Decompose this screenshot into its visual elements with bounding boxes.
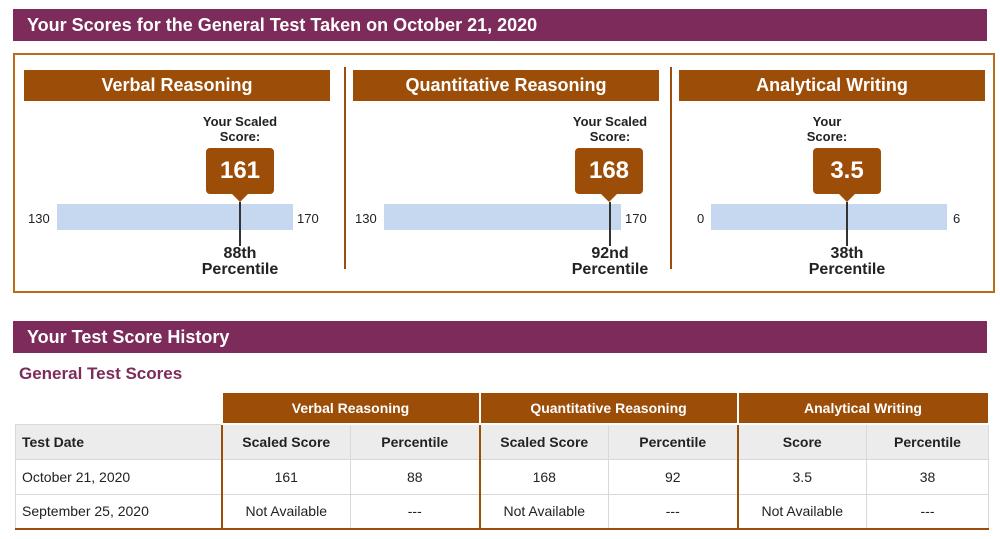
score-history-banner: Your Test Score History [13,321,987,353]
percentile-word: Percentile [808,261,886,278]
range-min: 0 [697,211,705,226]
history-title: Your Test Score History [27,327,230,347]
quantitative-score-panel: Quantitative Reasoning Your Scaled Score… [353,70,659,278]
writing-percentile-cell: --- [866,493,989,530]
score-marker [609,202,611,246]
column-header: Scaled Score [478,423,609,460]
range-max: 6 [953,211,961,226]
panel-header: Quantitative Reasoning [353,70,659,101]
range-max: 170 [297,211,319,226]
score-marker [846,202,848,246]
group-header-analytical: Analytical Writing [736,391,990,425]
scores-summary-box: Verbal Reasoning Your Scaled Score: 161 … [13,53,995,293]
score-value: 161 [206,148,274,202]
quant-percentile-cell: --- [608,493,738,530]
range-min: 130 [28,211,50,226]
percentile-text: 88th Percentile [185,246,295,278]
scaled-score-label: Your Scaled Score: [202,114,278,144]
score-history-table: Verbal Reasoning Quantitative Reasoning … [15,391,990,530]
scaled-score-label: Your Score: [806,114,848,144]
verbal-percentile-cell: 88 [350,458,480,495]
panel-header: Analytical Writing [679,70,985,101]
verbal-score-panel: Verbal Reasoning Your Scaled Score: 161 … [24,70,330,278]
panel-divider [344,67,346,269]
panel-divider [670,67,672,269]
score-value: 3.5 [813,148,881,202]
banner-title: Your Scores for the General Test Taken o… [27,15,538,35]
percentile-rank: 38th [830,245,864,262]
quant-scaled-cell: 168 [478,458,609,495]
range-max: 170 [625,211,647,226]
general-test-scores-heading: General Test Scores [19,364,183,383]
column-header-row: Test Date Scaled Score Percentile Scaled… [15,423,989,460]
writing-percentile-cell: 38 [866,458,989,495]
group-header-verbal: Verbal Reasoning [220,391,481,425]
panel-header: Verbal Reasoning [24,70,330,101]
percentile-rank: 88th [223,245,257,262]
column-header: Percentile [866,423,989,460]
score-range-bar [711,204,947,230]
verbal-scaled-cell: Not Available [220,493,351,530]
column-header: Percentile [608,423,738,460]
column-header: Percentile [350,423,480,460]
writing-score-cell: Not Available [736,493,867,530]
column-header: Score [736,423,867,460]
verbal-scaled-cell: 161 [220,458,351,495]
writing-score-cell: 3.5 [736,458,867,495]
percentile-text: 38th Percentile [792,246,902,278]
score-report-banner: Your Scores for the General Test Taken o… [13,9,987,41]
percentile-word: Percentile [201,261,279,278]
percentile-word: Percentile [571,261,649,278]
test-date-cell: September 25, 2020 [15,493,222,530]
score-range-bar [57,204,293,230]
analytical-writing-score-panel: Analytical Writing Your Score: 3.5 0 6 3… [679,70,985,278]
group-header-row: Verbal Reasoning Quantitative Reasoning … [15,391,990,425]
blank-header-cell [15,392,222,424]
scaled-score-label: Your Scaled Score: [572,114,648,144]
quant-scaled-cell: Not Available [478,493,609,530]
group-header-quantitative: Quantitative Reasoning [478,391,739,425]
range-min: 130 [355,211,377,226]
test-date-cell: October 21, 2020 [15,458,222,495]
score-range-bar [384,204,621,230]
table-row: October 21, 2020 161 88 168 92 3.5 38 [15,458,989,495]
score-value: 168 [575,148,643,202]
column-header: Scaled Score [220,423,351,460]
percentile-rank: 92nd [591,245,629,262]
verbal-percentile-cell: --- [350,493,480,530]
column-header: Test Date [15,423,222,460]
score-marker [239,202,241,246]
percentile-text: 92nd Percentile [555,246,665,278]
table-row: September 25, 2020 Not Available --- Not… [15,493,989,530]
quant-percentile-cell: 92 [608,458,738,495]
